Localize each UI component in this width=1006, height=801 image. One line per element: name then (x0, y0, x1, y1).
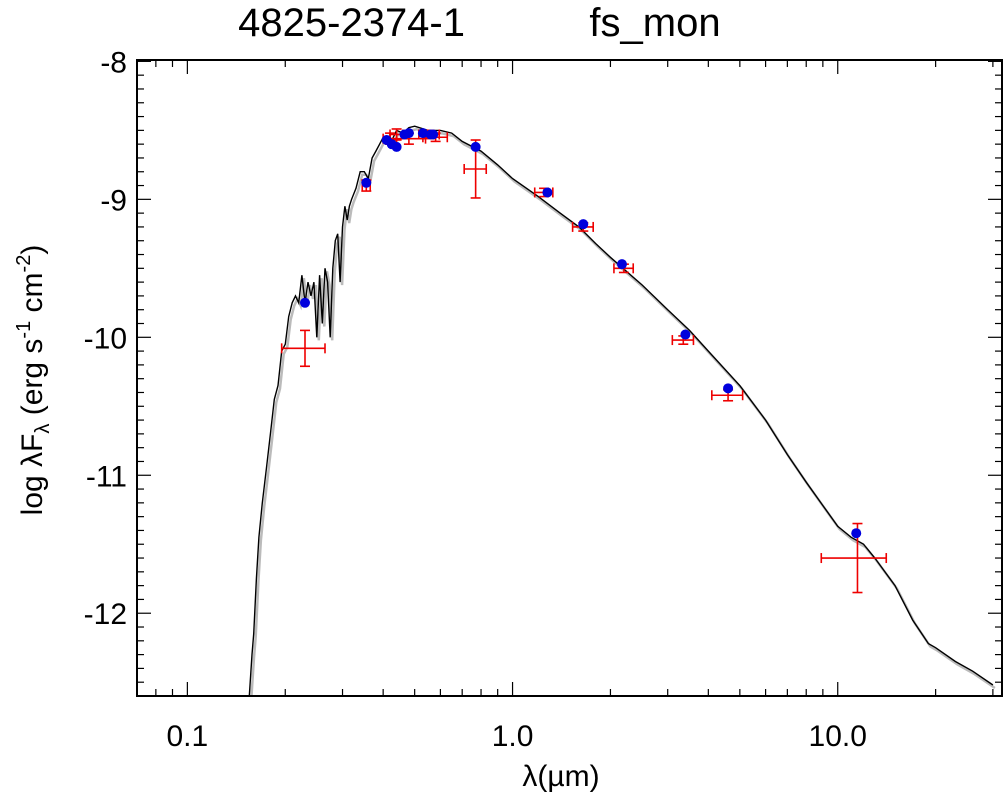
model-photometry-point (299, 297, 310, 308)
x-axis-unit: (µm) (537, 760, 599, 793)
y-axis-sub: λ (32, 424, 54, 434)
model-photometry-point (578, 219, 589, 230)
model-photometry-point (680, 329, 691, 340)
plot-frame (136, 59, 1003, 697)
x-axis-label: λ(µm) (522, 760, 599, 793)
model-photometry-point (470, 141, 481, 152)
y-axis-mid: cm (16, 272, 49, 320)
model-photometry-point (391, 141, 402, 152)
model-photometry-point (851, 528, 862, 539)
model-photometry-point (403, 128, 414, 139)
model-sed-shadow (250, 127, 996, 696)
y-axis-label: log λFλ (erg s-1 cm-2) (13, 245, 54, 516)
y-tick-label: -10 (84, 322, 127, 355)
observed-point (671, 335, 695, 346)
y-axis-close: ) (16, 245, 49, 255)
x-tick-label: 1.0 (492, 720, 534, 753)
observed-photometry (280, 128, 888, 594)
y-axis-exp1: -1 (13, 321, 35, 339)
model-sed-line (248, 125, 994, 696)
model-photometry-point (542, 187, 553, 198)
model-photometry (299, 128, 862, 539)
y-tick-label: -9 (100, 184, 127, 217)
chart-subtitle: fs_mon (589, 1, 720, 45)
x-tick-label: 10.0 (809, 720, 867, 753)
model-photometry-point (616, 259, 627, 270)
y-tick-label: -8 (100, 46, 127, 79)
model-photometry-point (361, 177, 372, 188)
y-axis-exp2: -2 (13, 255, 35, 273)
x-axis-lambda: λ (522, 760, 537, 793)
y-axis-prefix: log λF (16, 434, 49, 516)
model-photometry-point (417, 128, 428, 139)
y-tick-label: -11 (86, 460, 127, 493)
y-tick-label: -12 (84, 598, 127, 631)
x-tick-label: 0.1 (167, 720, 209, 753)
y-axis-unit-open: (erg s (16, 339, 49, 424)
observed-point (280, 329, 326, 368)
axis-ticks (136, 60, 1002, 697)
model-photometry-point (428, 129, 439, 140)
chart-title: 4825-2374-1 (238, 1, 465, 45)
tick-labels: 0.1 1.0 10.0 -8 -9 -10 -11 -12 (84, 46, 867, 753)
model-photometry-point (723, 383, 734, 394)
